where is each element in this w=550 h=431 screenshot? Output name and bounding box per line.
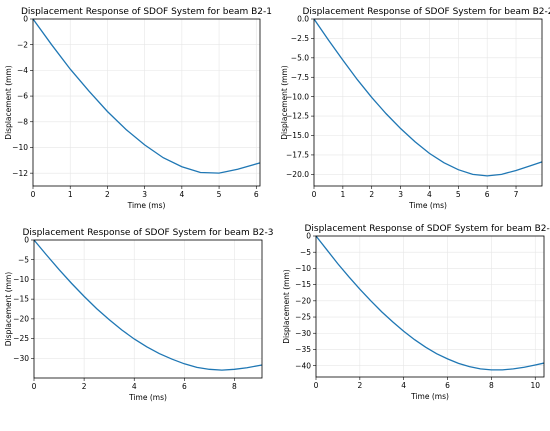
y-axis-label: Displacement (mm) bbox=[282, 269, 291, 343]
y-tick-label: −2 bbox=[17, 40, 28, 49]
series-line-1 bbox=[315, 235, 545, 371]
series-line-1 bbox=[33, 239, 263, 371]
chart-panel-1: Displacement Response of SDOF System for… bbox=[4, 7, 272, 210]
y-tick-label: −25 bbox=[13, 334, 29, 343]
x-tick-label: 0 bbox=[31, 190, 36, 199]
y-tick-label: −12.5 bbox=[286, 112, 309, 121]
x-tick-label: 2 bbox=[82, 382, 87, 391]
x-tick-label: 8 bbox=[489, 381, 494, 390]
chart-panel-4: Displacement Response of SDOF System for… bbox=[282, 224, 550, 401]
y-tick-label: −35 bbox=[295, 345, 311, 354]
x-tick-label: 2 bbox=[105, 190, 110, 199]
y-tick-label: −25 bbox=[295, 313, 311, 322]
x-tick-label: 5 bbox=[456, 190, 461, 199]
x-tick-label: 4 bbox=[401, 381, 406, 390]
chart-title: Displacement Response of SDOF System for… bbox=[302, 7, 550, 17]
y-tick-label: −20 bbox=[13, 314, 29, 323]
plot-frame bbox=[33, 239, 263, 379]
x-tick-label: 1 bbox=[68, 190, 73, 199]
x-tick-label: 4 bbox=[179, 190, 184, 199]
x-axis-label: Time (ms) bbox=[408, 201, 447, 210]
x-axis-label: Time (ms) bbox=[127, 201, 166, 210]
y-tick-label: −7.5 bbox=[291, 73, 309, 82]
x-tick-label: 6 bbox=[182, 382, 187, 391]
y-tick-label: −4 bbox=[17, 66, 28, 75]
y-tick-label: −15.0 bbox=[286, 131, 309, 140]
y-tick-label: −20.0 bbox=[286, 170, 309, 179]
y-tick-label: −2.5 bbox=[291, 34, 309, 43]
y-tick-label: −30 bbox=[13, 354, 29, 363]
y-tick-label: −10.0 bbox=[286, 92, 309, 101]
y-tick-label: 0.0 bbox=[297, 15, 309, 24]
x-tick-label: 3 bbox=[398, 190, 403, 199]
x-tick-label: 3 bbox=[142, 190, 147, 199]
y-tick-label: −5 bbox=[18, 255, 29, 264]
y-tick-label: −10 bbox=[13, 275, 29, 284]
y-tick-label: −20 bbox=[295, 296, 311, 305]
x-tick-label: 7 bbox=[514, 190, 519, 199]
x-tick-label: 4 bbox=[427, 190, 432, 199]
chart-panel-3: Displacement Response of SDOF System for… bbox=[4, 228, 274, 402]
y-tick-label: 0 bbox=[306, 232, 311, 241]
x-tick-label: 8 bbox=[232, 382, 237, 391]
y-tick-label: −30 bbox=[295, 329, 311, 338]
y-tick-label: −10 bbox=[12, 143, 28, 152]
x-tick-label: 6 bbox=[485, 190, 490, 199]
series-line-1 bbox=[32, 18, 261, 174]
x-tick-label: 6 bbox=[254, 190, 259, 199]
y-tick-label: −5 bbox=[300, 248, 311, 257]
y-tick-label: −17.5 bbox=[286, 151, 309, 160]
y-tick-label: 0 bbox=[24, 236, 29, 245]
x-tick-label: 0 bbox=[314, 381, 319, 390]
y-tick-label: 0 bbox=[23, 15, 28, 24]
x-tick-label: 0 bbox=[312, 190, 317, 199]
chart-panel-2: Displacement Response of SDOF System for… bbox=[280, 7, 550, 210]
x-axis-label: Time (ms) bbox=[128, 393, 167, 402]
y-axis-label: Displacement (mm) bbox=[4, 272, 13, 346]
chart-title: Displacement Response of SDOF System for… bbox=[304, 224, 550, 234]
x-tick-label: 2 bbox=[369, 190, 374, 199]
x-tick-label: 10 bbox=[530, 381, 540, 390]
x-tick-label: 2 bbox=[357, 381, 362, 390]
y-tick-label: −40 bbox=[295, 361, 311, 370]
x-tick-label: 0 bbox=[32, 382, 37, 391]
x-tick-label: 5 bbox=[217, 190, 222, 199]
x-tick-label: 4 bbox=[132, 382, 137, 391]
x-tick-label: 1 bbox=[340, 190, 345, 199]
y-tick-label: −12 bbox=[12, 169, 28, 178]
y-tick-label: −8 bbox=[17, 117, 28, 126]
y-tick-label: −15 bbox=[13, 295, 29, 304]
plot-frame bbox=[32, 18, 261, 187]
chart-title: Displacement Response of SDOF System for… bbox=[22, 228, 273, 238]
y-tick-label: −6 bbox=[17, 92, 28, 101]
y-tick-label: −15 bbox=[295, 280, 311, 289]
y-axis-label: Displacement (mm) bbox=[280, 65, 289, 139]
x-tick-label: 6 bbox=[445, 381, 450, 390]
y-tick-label: −5.0 bbox=[291, 53, 309, 62]
series-line-1 bbox=[313, 18, 543, 177]
y-tick-label: −10 bbox=[295, 264, 311, 273]
chart-title: Displacement Response of SDOF System for… bbox=[21, 7, 272, 17]
plot-frame bbox=[315, 235, 545, 378]
x-axis-label: Time (ms) bbox=[410, 392, 449, 401]
y-axis-label: Displacement (mm) bbox=[4, 65, 13, 139]
plot-frame bbox=[313, 18, 543, 187]
